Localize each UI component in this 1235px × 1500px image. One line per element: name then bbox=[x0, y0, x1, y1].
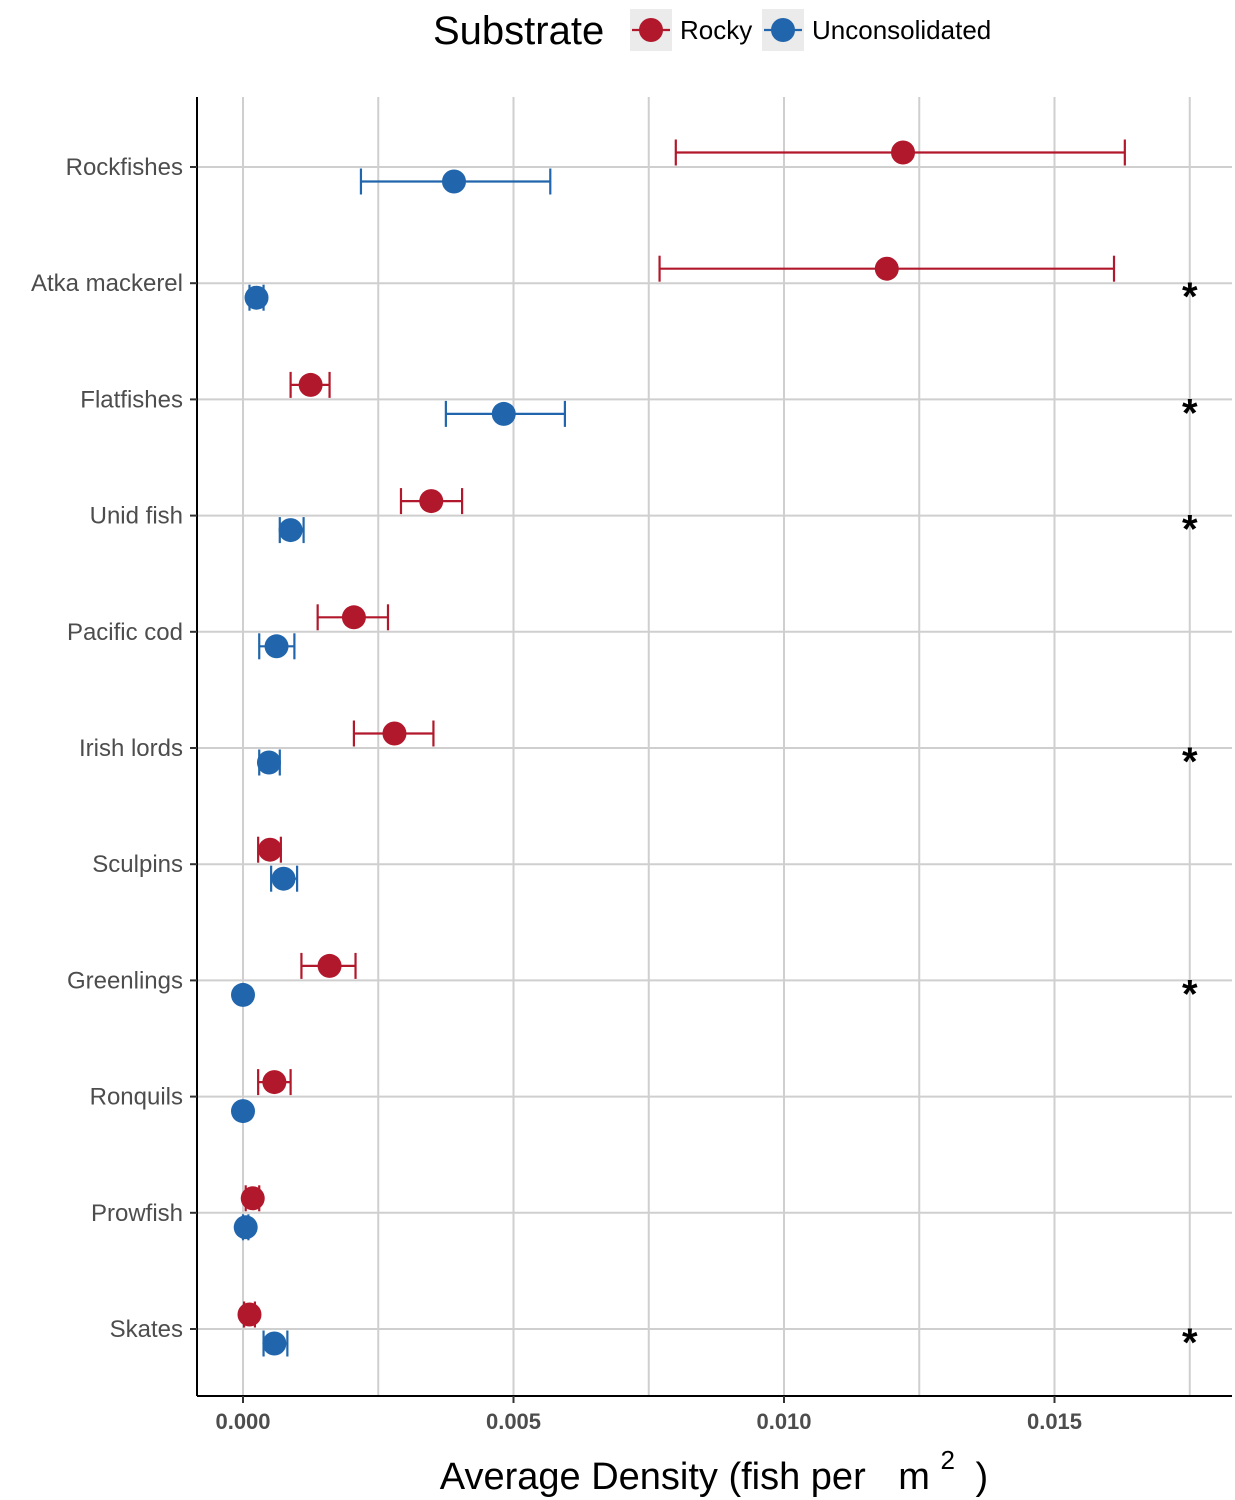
x-axis-label: Average Density (fish per m 2 ) bbox=[440, 1436, 988, 1498]
significance-marker: * bbox=[1182, 508, 1198, 552]
legend-label: Rocky bbox=[680, 15, 752, 45]
data-point bbox=[256, 750, 281, 775]
significance-markers: * * * * * * bbox=[1182, 275, 1198, 1365]
series-rocky bbox=[237, 139, 1126, 1328]
x-tick-label: 0.010 bbox=[756, 1409, 811, 1434]
category-label: Sculpins bbox=[92, 851, 183, 878]
category-labels: Rockfishes Atka mackerel Flatfishes Unid fi… bbox=[31, 154, 183, 1343]
x-tick-label: 0.000 bbox=[215, 1409, 270, 1434]
x-axis-label-exponent: 2 bbox=[941, 1445, 955, 1475]
category-label: Pacific cod bbox=[67, 619, 183, 646]
category-label: Prowfish bbox=[91, 1200, 183, 1227]
data-point bbox=[262, 1331, 287, 1356]
category-label: Greenlings bbox=[67, 967, 183, 994]
category-label: Flatfishes bbox=[80, 386, 183, 413]
x-tick-label: 0.015 bbox=[1027, 1409, 1082, 1434]
data-point bbox=[231, 1099, 255, 1124]
significance-marker: * bbox=[1182, 972, 1198, 1016]
data-point bbox=[244, 285, 269, 310]
category-label: Rockfishes bbox=[66, 154, 183, 181]
category-label: Irish lords bbox=[79, 735, 183, 762]
significance-marker: * bbox=[1182, 740, 1198, 784]
data-point bbox=[240, 1186, 265, 1211]
legend-entry: Unconsolidated bbox=[762, 9, 991, 51]
data-point bbox=[441, 169, 466, 194]
data-point bbox=[237, 1302, 262, 1327]
data-point bbox=[891, 140, 916, 165]
grid bbox=[197, 97, 1232, 1396]
x-axis-label-text: Average Density (fish per bbox=[440, 1456, 866, 1498]
series-unconsolidated bbox=[231, 168, 566, 1357]
data-point bbox=[298, 372, 323, 397]
x-tick-label: 0.005 bbox=[486, 1409, 541, 1434]
data-point bbox=[382, 721, 407, 746]
data-point bbox=[258, 837, 283, 862]
legend-key-point bbox=[771, 18, 795, 42]
data-point bbox=[874, 256, 899, 281]
data-point bbox=[233, 1215, 258, 1240]
data-point bbox=[341, 605, 366, 630]
data-point bbox=[262, 1070, 287, 1095]
significance-marker: * bbox=[1182, 391, 1198, 435]
category-label: Unid fish bbox=[90, 503, 183, 530]
data-point bbox=[419, 489, 444, 514]
axes bbox=[190, 97, 1232, 1403]
category-label: Ronquils bbox=[90, 1084, 183, 1111]
legend-entry: Rocky bbox=[630, 9, 752, 51]
data-series bbox=[231, 139, 1126, 1357]
significance-marker: * bbox=[1182, 275, 1198, 319]
x-axis-label-close: ) bbox=[976, 1456, 989, 1498]
category-label: Atka mackerel bbox=[31, 270, 183, 297]
legend-label: Unconsolidated bbox=[812, 15, 991, 45]
data-point bbox=[317, 953, 342, 978]
data-point bbox=[278, 518, 303, 543]
data-point bbox=[491, 401, 516, 426]
category-label: Skates bbox=[110, 1316, 183, 1343]
x-tick-labels: 0.000 0.005 0.010 0.015 bbox=[215, 1409, 1082, 1434]
legend-key-point bbox=[639, 18, 663, 42]
data-point bbox=[231, 982, 255, 1007]
data-point bbox=[271, 866, 296, 891]
significance-marker: * bbox=[1182, 1321, 1198, 1365]
data-point bbox=[264, 634, 289, 659]
legend-entries: Rocky Unconsolidated bbox=[630, 9, 991, 51]
legend: Substrate Rocky Unconsolidated bbox=[433, 9, 991, 53]
x-axis-label-unit: m bbox=[898, 1456, 930, 1498]
legend-title: Substrate bbox=[433, 9, 604, 53]
